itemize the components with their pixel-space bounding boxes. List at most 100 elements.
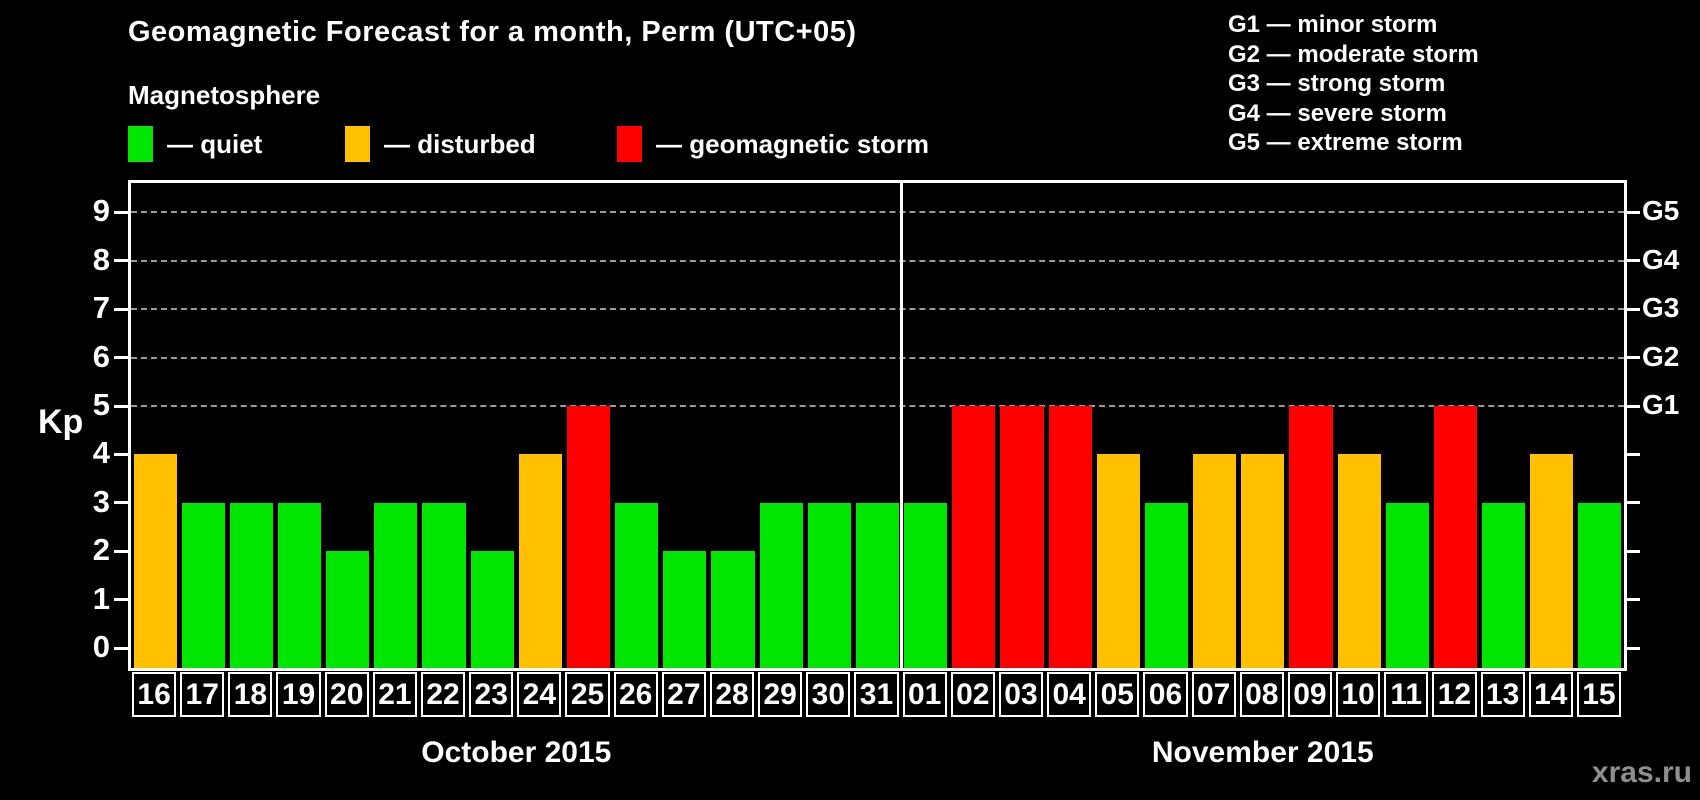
g-axis-label-G1: G1 [1642,389,1680,420]
right-tick-kp-8 [1627,259,1640,263]
day-label-box: 18 [228,672,273,717]
kp-bar-day-21 [374,502,418,668]
day-label-box: 17 [180,672,225,717]
month-divider-line [900,183,904,668]
gridline-kp-7 [131,308,1624,311]
day-label-box: 25 [565,672,610,717]
right-tick-kp-4 [1627,452,1640,456]
g-axis-label-G3: G3 [1642,292,1680,324]
kp-bar-day-09 [1289,406,1333,668]
legend-item-quiet: — quiet [128,124,262,164]
kp-bar-day-10 [1337,454,1381,668]
kp-bar-day-12 [1433,406,1477,668]
day-label-box: 06 [1143,672,1188,717]
kp-tick-label-7: 7 [92,290,110,326]
gridline-kp-6 [131,356,1624,359]
chart-title: Geomagnetic Forecast for a month, Perm (… [128,16,857,48]
kp-bar-day-30 [807,502,851,668]
day-label-box: 19 [276,672,321,717]
day-label-box: 10 [1336,672,1381,717]
g-axis-label-G5: G5 [1642,195,1680,227]
plot-area [114,183,1640,668]
g-legend-line: G3 — strong storm [1228,70,1446,97]
day-label-box: 29 [758,672,803,717]
kp-bar-day-31 [855,502,900,668]
day-label-box: 26 [613,672,658,717]
day-label-box: 24 [517,672,562,717]
kp-bar-day-24 [518,454,562,668]
kp-tick-label-1: 1 [92,580,110,616]
right-tick-kp-0 [1627,646,1640,650]
g-axis-label-G4: G4 [1642,243,1680,275]
left-tick-kp-0 [114,646,128,650]
left-tick-kp-6 [114,356,128,360]
kp-tick-label-6: 6 [92,338,110,374]
magnetosphere-subtitle: Magnetosphere [128,80,321,110]
gridline-kp-5 [131,405,1624,407]
day-label-box: 12 [1432,672,1477,717]
kp-bar-day-19 [277,502,322,668]
kp-bar-day-17 [181,502,225,668]
right-tick-kp-5 [1627,404,1640,408]
day-label-box: 28 [709,672,755,717]
day-label-box: 20 [324,672,369,717]
day-label-box: 23 [469,672,514,717]
day-label-box: 08 [1239,672,1284,717]
day-label-box: 03 [998,672,1044,717]
right-tick-kp-1 [1627,598,1640,602]
legend-label-disturbed: — disturbed [384,128,536,159]
day-label-box: 04 [1047,672,1092,717]
kp-tick-label-9: 9 [92,193,110,229]
day-axis-row: 16 17 18 19 20 21 22 23 24 25 26 27 28 29 30 31 01 02 03 04… [131,672,1624,717]
kp-tick-label-4: 4 [92,435,110,471]
legend-label-quiet: — quiet [167,128,263,159]
right-tick-kp-7 [1627,307,1640,311]
day-label-box: 07 [1191,672,1236,717]
day-label-box: 13 [1480,672,1525,717]
kp-bar-day-06 [1144,502,1189,668]
disturbed-swatch-icon [345,126,370,162]
g-legend-line: G5 — extreme storm [1228,129,1463,156]
kp-tick-label-8: 8 [92,241,110,277]
day-label-box: 02 [950,672,995,717]
kp-bar-day-15 [1578,502,1622,668]
legend-label-storm: — geomagnetic storm [656,128,930,159]
g-legend-line: G4 — severe storm [1228,99,1447,127]
day-label-box: 01 [902,672,947,717]
day-label-box: 11 [1384,672,1429,717]
month-label-november: November 2015 [1151,736,1374,769]
left-tick-kp-5 [114,404,128,408]
g-axis-label-G2: G2 [1642,340,1680,372]
day-label-box: 21 [372,672,417,717]
gridline-kp-8 [131,259,1624,262]
left-tick-kp-9 [114,210,128,214]
kp-bar-day-13 [1482,502,1526,668]
kp-bar-day-20 [326,551,370,668]
legend-item-disturbed: — disturbed [345,124,536,164]
kp-axis-title: Kp [38,403,84,441]
right-tick-kp-3 [1627,501,1640,505]
kp-tick-label-2: 2 [92,532,110,568]
quiet-swatch-icon [128,126,153,162]
right-tick-kp-9 [1627,210,1640,214]
left-tick-kp-3 [114,501,128,505]
kp-bar-day-02 [952,406,996,668]
kp-bar-day-27 [663,551,707,668]
plot-frame [128,180,1627,671]
kp-bar-day-28 [711,551,755,668]
kp-bar-day-01 [904,502,948,668]
month-label-october: October 2015 [421,736,612,769]
kp-bar-day-08 [1241,454,1285,668]
legend-item-storm: — geomagnetic storm [617,124,929,164]
day-label-box: 14 [1528,672,1573,717]
kp-bar-day-18 [229,502,273,668]
right-tick-kp-2 [1627,549,1640,553]
day-label-box: 05 [1095,672,1140,717]
right-tick-kp-6 [1627,356,1640,360]
day-label-box: 15 [1576,672,1621,717]
kp-bar-day-04 [1048,406,1092,668]
left-tick-kp-2 [114,549,128,553]
gridline-kp-9 [131,211,1624,214]
g-legend-line: G2 — moderate storm [1228,40,1479,68]
g-scale-legend: G1 — minor storm G2 — moderate storm G3 — … [1228,10,1479,158]
